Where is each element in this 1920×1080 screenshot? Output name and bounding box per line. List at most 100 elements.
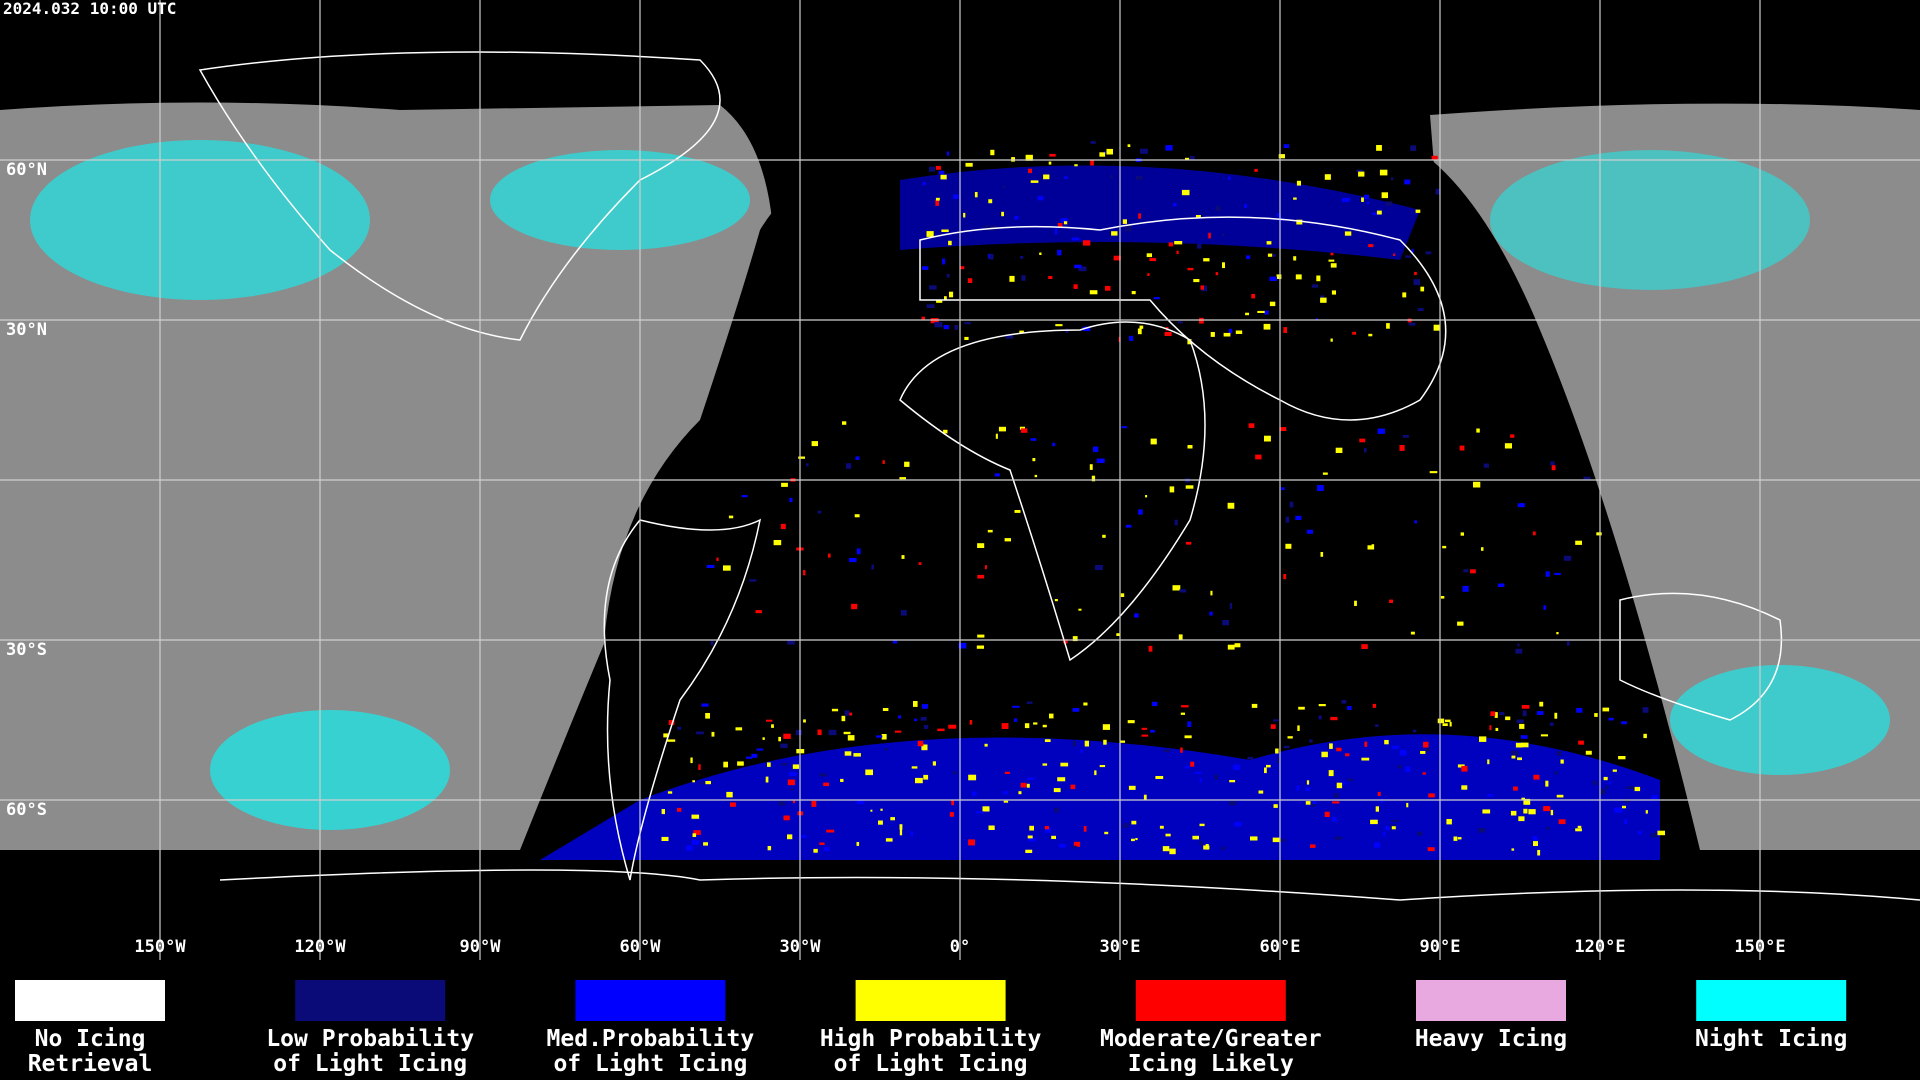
icing-speckle: [1078, 608, 1082, 611]
icing-speckle: [1003, 800, 1009, 803]
icing-speckle: [1386, 323, 1390, 329]
icing-speckle: [1048, 276, 1053, 279]
icing-speckle: [1083, 702, 1088, 706]
longitude-label: 30°W: [780, 937, 822, 957]
icing-speckle: [1461, 765, 1468, 772]
icing-speckle: [847, 712, 853, 716]
icing-speckle: [1110, 174, 1113, 179]
icing-speckle: [949, 291, 954, 298]
icing-speckle: [1479, 736, 1487, 742]
icing-speckle: [737, 761, 744, 766]
icing-speckle: [710, 640, 714, 646]
icing-speckle: [1510, 434, 1515, 438]
icing-speckle: [854, 514, 860, 518]
icing-speckle: [1399, 749, 1407, 756]
icing-speckle: [856, 548, 861, 555]
icing-speckle: [703, 842, 708, 846]
icing-speckle: [988, 825, 995, 830]
icing-speckle: [1263, 323, 1271, 330]
longitude-label: 60°E: [1260, 937, 1301, 957]
icing-speckle: [1642, 707, 1649, 713]
icing-speckle: [1184, 735, 1192, 739]
icing-speckle: [923, 774, 929, 780]
icing-speckle: [880, 808, 883, 811]
coastline-north-america: [198, 51, 721, 341]
icing-speckle: [1413, 279, 1421, 286]
icing-speckle: [1247, 756, 1254, 760]
legend-label: of Light Icing: [834, 1051, 1028, 1077]
legend-label: High Probability: [820, 1026, 1042, 1052]
icing-speckle: [1364, 194, 1369, 199]
legend-swatch: [575, 980, 726, 1021]
icing-speckle: [1361, 197, 1364, 202]
icing-speckle: [1520, 735, 1528, 739]
icing-speckle: [1482, 809, 1491, 814]
cloud-layer: [0, 102, 1920, 860]
icing-speckle: [1150, 729, 1155, 733]
icing-speckle: [841, 715, 846, 722]
icing-speckle: [1393, 253, 1396, 256]
icing-speckle: [1283, 327, 1287, 333]
icing-speckle: [1306, 529, 1313, 534]
icing-speckle: [1042, 763, 1048, 766]
icing-speckle: [1428, 793, 1435, 798]
icing-speckle: [1214, 774, 1218, 780]
icing-speckle: [795, 729, 802, 736]
icing-speckle: [1185, 485, 1194, 489]
icing-speckle: [819, 842, 825, 845]
legend-label: Low Probability: [266, 1026, 474, 1052]
icing-speckle: [1278, 154, 1285, 159]
icing-speckle: [943, 429, 948, 434]
icing-speckle: [1034, 474, 1038, 478]
icing-speckle: [1095, 564, 1103, 571]
icing-speckle: [921, 316, 925, 320]
icing-speckle: [1364, 448, 1367, 453]
icing-speckle: [878, 820, 883, 825]
icing-speckle: [1064, 176, 1068, 179]
icing-speckle: [1134, 613, 1139, 618]
icing-speckle: [1442, 723, 1448, 726]
icing-speckle: [1551, 465, 1556, 471]
icing-speckle: [855, 456, 860, 460]
icing-speckle: [1033, 722, 1038, 725]
icing-speckle: [1306, 780, 1310, 785]
icing-speckle: [1622, 805, 1626, 809]
icing-speckle: [1520, 503, 1525, 508]
icing-speckle: [1296, 785, 1300, 791]
icing-speckle: [1533, 774, 1540, 780]
icing-speckle: [845, 463, 852, 469]
icing-speckle: [1201, 285, 1207, 292]
icing-speckle: [1203, 258, 1210, 262]
icing-speckle: [1413, 729, 1417, 733]
icing-speckle: [1135, 176, 1143, 180]
icing-speckle: [843, 731, 851, 735]
coastlines: [198, 51, 1920, 901]
icing-speckle: [1645, 810, 1648, 814]
icing-speckle: [1483, 463, 1489, 468]
legend-label: of Light Icing: [553, 1051, 747, 1077]
icing-speckle: [1251, 703, 1258, 708]
icing-speckle: [1521, 705, 1530, 709]
longitude-label: 60°W: [620, 937, 662, 957]
icing-speckle: [1296, 219, 1303, 225]
icing-speckle: [1650, 833, 1658, 838]
icing-speckle: [1251, 293, 1255, 299]
icing-speckle: [1138, 213, 1141, 219]
icing-speckle: [922, 266, 929, 270]
icing-speckle: [1560, 759, 1564, 764]
icing-speckle: [1270, 724, 1276, 729]
icing-speckle: [1121, 426, 1128, 429]
icing-speckle: [1505, 716, 1511, 721]
icing-speckle: [1414, 520, 1417, 524]
icing-speckle: [787, 834, 793, 840]
legend-label: Icing Likely: [1128, 1051, 1294, 1077]
icing-speckle: [1199, 317, 1204, 324]
icing-speckle: [1521, 797, 1525, 801]
icing-speckle: [914, 718, 918, 722]
icing-speckle: [1523, 808, 1528, 814]
icing-speckle: [1185, 541, 1192, 545]
icing-speckle: [1234, 821, 1242, 827]
icing-speckle: [1273, 719, 1279, 722]
icing-speckle: [1102, 534, 1106, 538]
